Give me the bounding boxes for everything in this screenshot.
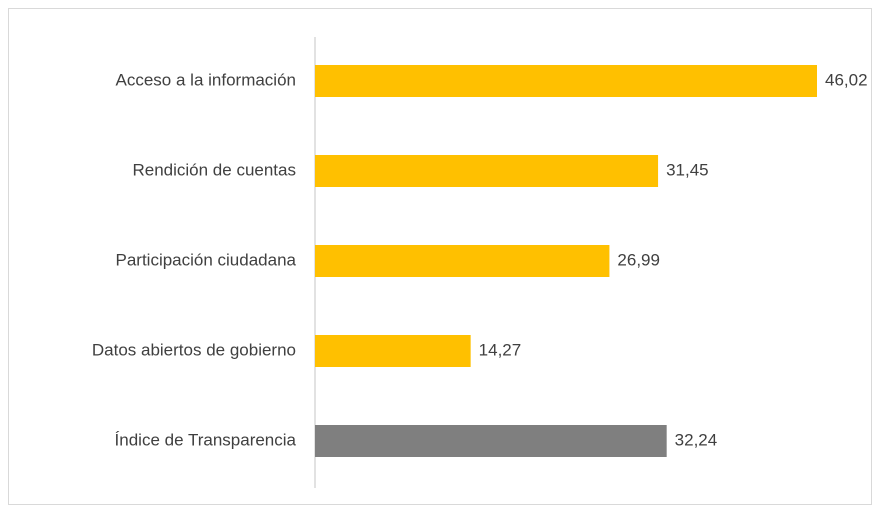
category-label: Índice de Transparencia [115,430,297,449]
bar [315,155,659,187]
bar [315,425,667,457]
category-label: Acceso a la información [116,70,296,89]
bar [315,335,471,367]
bar [315,65,817,97]
value-label: 32,24 [675,430,718,449]
value-label: 31,45 [666,160,709,179]
value-label: 26,99 [617,250,660,269]
category-label: Rendición de cuentas [132,160,296,179]
category-label: Participación ciudadana [115,250,296,269]
value-label: 14,27 [479,340,522,359]
bar [315,245,610,277]
value-label: 46,02 [825,70,868,89]
category-label: Datos abiertos de gobierno [92,340,296,359]
